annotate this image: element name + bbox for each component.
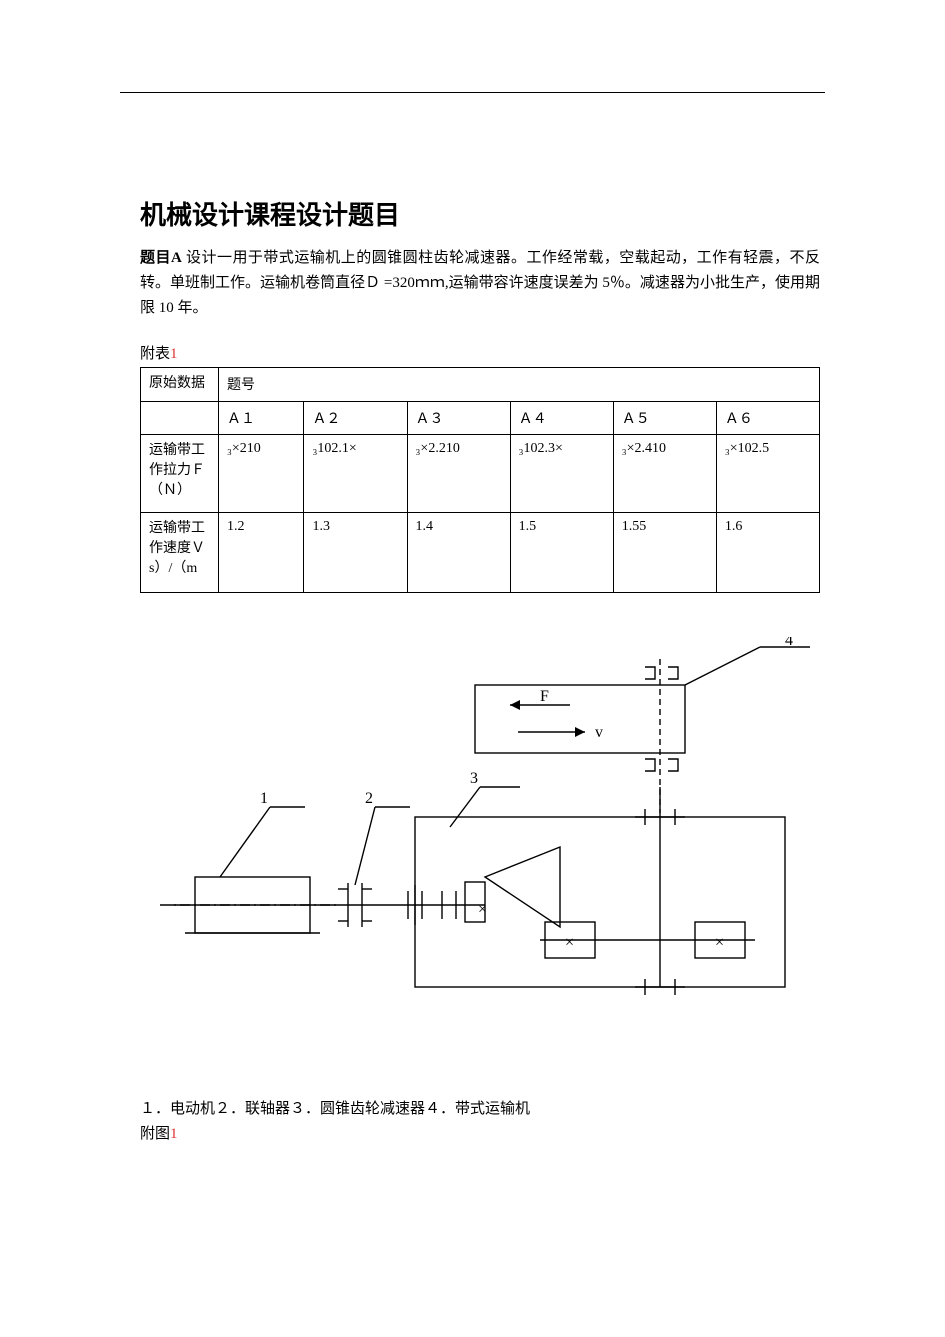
cell: ₃×102.5 [716,434,819,512]
col-header: Ａ２ [304,401,407,434]
table-row: 原始数据 题号 [141,368,820,401]
label-3: 3 [470,770,478,787]
cell: 1.6 [716,512,819,592]
header-group: 题号 [219,368,820,401]
cell: ₃×2.210 [407,434,510,512]
label-4: 4 [785,637,793,649]
cell: 1.2 [219,512,304,592]
label-1: 1 [260,790,268,807]
col-header: Ａ４ [510,401,613,434]
col-header: Ａ１ [219,401,304,434]
mechanism-diagram: F v 4 [140,637,820,1067]
diagram-key: １．电动机２．联轴器３．圆锥齿轮减速器４．带式运输机 [140,1097,820,1123]
page-title: 机械设计课程设计题目 [140,195,820,232]
col-header: Ａ３ [407,401,510,434]
label-F: F [540,688,549,705]
cell: ₃102.1× [304,434,407,512]
col-header: Ａ６ [716,401,819,434]
header-raw-data: 原始数据 [141,368,219,401]
label-v: v [595,724,603,741]
label-2: 2 [365,790,373,807]
figure-caption: 附图1 [140,1122,820,1148]
svg-text:×: × [715,934,724,951]
table-row: Ａ１ Ａ２ Ａ３ Ａ４ Ａ５ Ａ６ [141,401,820,434]
table-row: 运输带工作速度Ｖ s）/（m 1.2 1.3 1.4 1.5 1.55 1.6 [141,512,820,592]
row-label-speed: 运输带工作速度Ｖ s）/（m [141,512,219,592]
cell: 1.4 [407,512,510,592]
table-row: 运输带工作拉力Ｆ（Ｎ） ₃×210 ₃102.1× ₃×2.210 ₃102.3… [141,434,820,512]
svg-text:×: × [565,934,574,951]
table-caption: 附表1 [140,342,820,363]
row-label-force: 运输带工作拉力Ｆ（Ｎ） [141,434,219,512]
col-header: Ａ５ [613,401,716,434]
data-table: 原始数据 题号 Ａ１ Ａ２ Ａ３ Ａ４ Ａ５ Ａ６ 运输带工作拉力Ｆ（Ｎ） ₃×… [140,367,820,592]
cell: 1.3 [304,512,407,592]
cell: 1.55 [613,512,716,592]
cell: ₃×210 [219,434,304,512]
cell: ₃102.3× [510,434,613,512]
problem-description: 题目A 设计一用于带式运输机上的圆锥圆柱齿轮减速器。工作经常载，空载起动，工作有… [140,246,820,320]
cell: ₃×2.410 [613,434,716,512]
cell: 1.5 [510,512,613,592]
